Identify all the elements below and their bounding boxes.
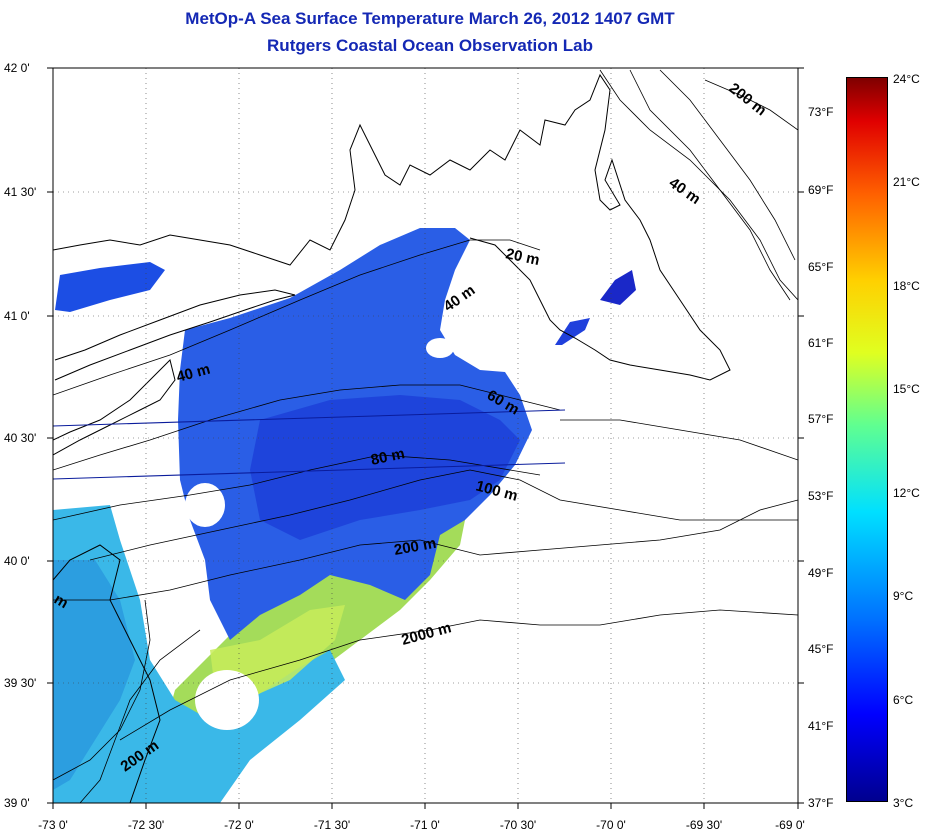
lat-label: 39 30' bbox=[4, 676, 37, 690]
lat-label: 39 0' bbox=[4, 796, 30, 810]
celsius-label: 24°C bbox=[893, 72, 920, 86]
celsius-label: 6°C bbox=[893, 693, 914, 707]
lon-label: -69 0' bbox=[775, 818, 805, 832]
sst-long-island-sound bbox=[55, 262, 165, 312]
tick-marks bbox=[47, 67, 804, 809]
celsius-label: 9°C bbox=[893, 589, 914, 603]
lon-label: -71 0' bbox=[410, 818, 440, 832]
fahrenheit-label: 45°F bbox=[808, 642, 834, 656]
lon-label: -72 0' bbox=[224, 818, 254, 832]
sst-cool-shelf-water bbox=[53, 505, 345, 803]
lon-label: -73 0' bbox=[38, 818, 68, 832]
map-subtitle: Rutgers Coastal Ocean Observation Lab bbox=[267, 36, 593, 55]
lon-label: -69 30' bbox=[685, 818, 723, 832]
celsius-label: 3°C bbox=[893, 796, 914, 810]
lon-label: -71 30' bbox=[313, 818, 351, 832]
fahrenheit-label: 49°F bbox=[808, 566, 834, 580]
cloud-gap bbox=[426, 338, 454, 358]
grid-lines bbox=[53, 68, 798, 803]
fahrenheit-label: 37°F bbox=[808, 796, 834, 810]
fahrenheit-label: 41°F bbox=[808, 719, 834, 733]
fahrenheit-label: 53°F bbox=[808, 489, 834, 503]
celsius-label: 15°C bbox=[893, 382, 920, 396]
fahrenheit-label: 65°F bbox=[808, 260, 834, 274]
contour-label-80m: 80 m bbox=[369, 445, 406, 469]
lat-label: 40 0' bbox=[4, 554, 30, 568]
contour-label-20m: 20 m bbox=[504, 245, 541, 269]
lon-label: -72 30' bbox=[127, 818, 165, 832]
coastline-new-jersey bbox=[53, 359, 176, 803]
lon-label: -70 30' bbox=[499, 818, 537, 832]
sst-nantucket-patch bbox=[555, 318, 590, 345]
lat-label: 40 30' bbox=[4, 431, 37, 445]
cloud-gap bbox=[195, 670, 259, 730]
celsius-label: 18°C bbox=[893, 279, 920, 293]
lat-label: 41 30' bbox=[4, 185, 37, 199]
lat-label: 41 0' bbox=[4, 309, 30, 323]
map-title: MetOp-A Sea Surface Temperature March 26… bbox=[185, 9, 675, 28]
bathymetry-contours bbox=[53, 69, 798, 803]
cloud-gap bbox=[185, 483, 225, 527]
transect-line bbox=[53, 462, 566, 480]
sst-darker-water bbox=[250, 395, 520, 540]
coastline bbox=[53, 73, 731, 381]
lat-label: 42 0' bbox=[4, 61, 30, 75]
sst-south-coastal-water bbox=[53, 560, 135, 790]
celsius-label: 21°C bbox=[893, 175, 920, 189]
fahrenheit-label: 73°F bbox=[808, 105, 834, 119]
fahrenheit-label: 57°F bbox=[808, 412, 834, 426]
transect-line bbox=[53, 409, 566, 427]
coastline-long-island bbox=[54, 289, 296, 381]
lon-label: -70 0' bbox=[596, 818, 626, 832]
sst-cape-cod-bay bbox=[600, 270, 636, 305]
temperature-colorbar bbox=[846, 77, 888, 802]
fahrenheit-label: 69°F bbox=[808, 183, 834, 197]
celsius-label: 12°C bbox=[893, 486, 920, 500]
fahrenheit-label: 61°F bbox=[808, 336, 834, 350]
